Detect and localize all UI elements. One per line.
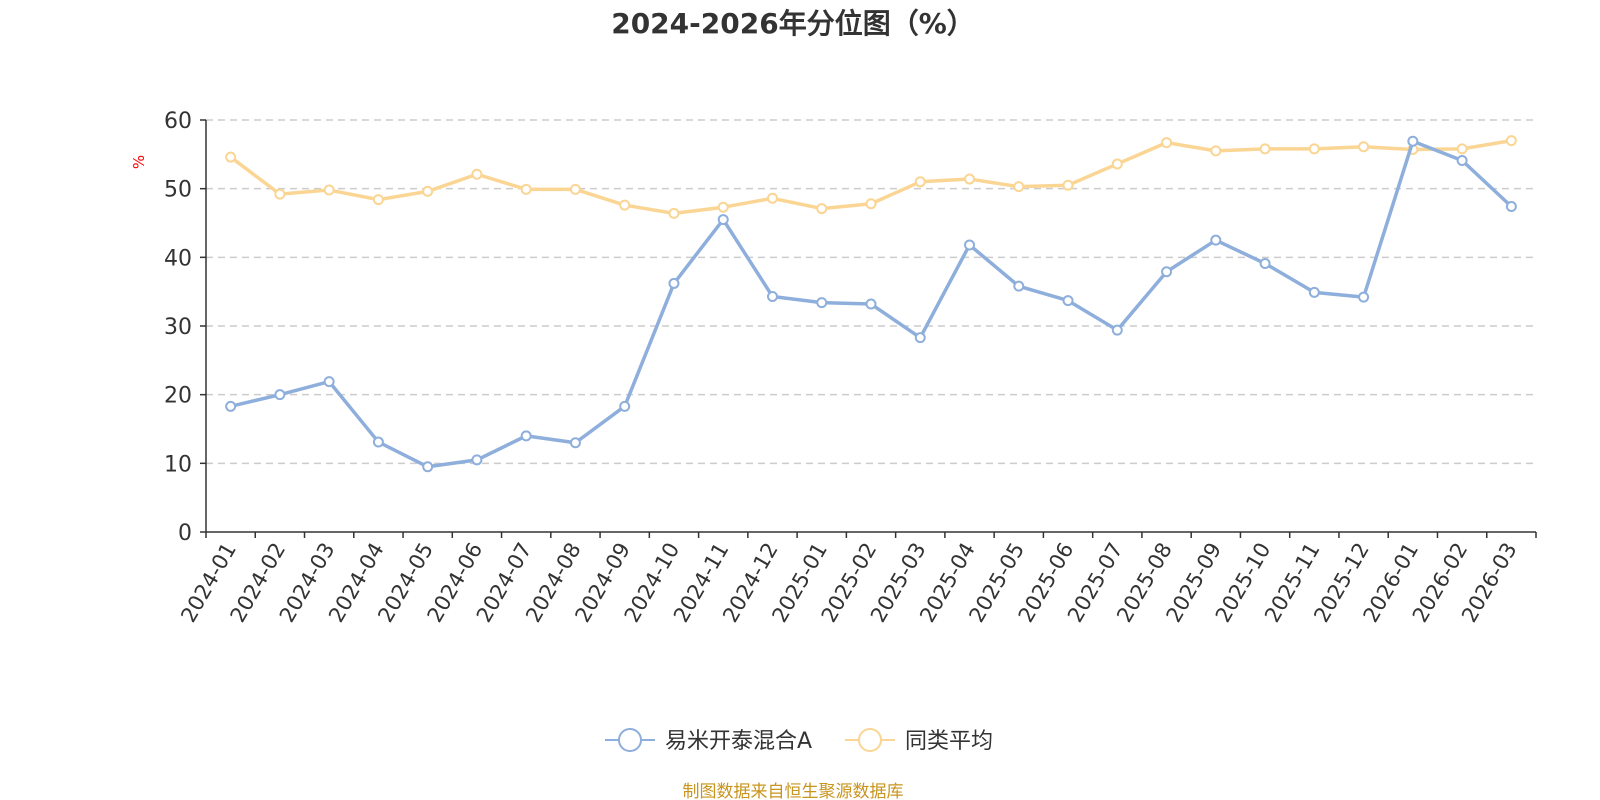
grid	[206, 119, 1536, 465]
data-point[interactable]	[1210, 145, 1222, 157]
data-point[interactable]	[1161, 266, 1173, 278]
data-point[interactable]	[619, 199, 631, 211]
y-tick-label: 50	[164, 178, 192, 203]
data-point[interactable]	[274, 389, 286, 401]
data-point[interactable]	[520, 183, 532, 195]
data-point[interactable]	[1308, 286, 1320, 298]
data-point[interactable]	[1505, 135, 1517, 147]
legend-marker-icon	[618, 728, 642, 752]
series	[225, 135, 1517, 473]
y-tick-label: 20	[164, 384, 192, 409]
data-point[interactable]	[865, 198, 877, 210]
data-point[interactable]	[1013, 280, 1025, 292]
data-point[interactable]	[1407, 135, 1419, 147]
source-note: 制图数据来自恒生聚源数据库	[683, 782, 904, 800]
data-point[interactable]	[668, 277, 680, 289]
data-point[interactable]	[1358, 141, 1370, 153]
data-point[interactable]	[372, 436, 384, 448]
data-point[interactable]	[1308, 143, 1320, 155]
data-point[interactable]	[914, 176, 926, 188]
y-tick-label: 30	[164, 315, 192, 340]
data-point[interactable]	[816, 203, 828, 215]
data-point[interactable]	[1111, 324, 1123, 336]
data-point[interactable]	[569, 183, 581, 195]
legend-label: 易米开泰混合A	[665, 729, 812, 754]
data-point[interactable]	[225, 151, 237, 163]
data-point[interactable]	[914, 332, 926, 344]
data-point[interactable]	[323, 184, 335, 196]
data-point[interactable]	[668, 207, 680, 219]
data-point[interactable]	[1358, 291, 1370, 303]
data-point[interactable]	[816, 297, 828, 309]
y-tick-label: 60	[164, 109, 192, 134]
data-point[interactable]	[1161, 137, 1173, 149]
data-point[interactable]	[520, 430, 532, 442]
series	[225, 135, 1517, 219]
data-point[interactable]	[865, 298, 877, 310]
legend-label: 同类平均	[905, 729, 993, 754]
data-point[interactable]	[717, 214, 729, 226]
data-point[interactable]	[274, 188, 286, 200]
data-point[interactable]	[1062, 179, 1074, 191]
data-point[interactable]	[1505, 201, 1517, 213]
data-point[interactable]	[964, 239, 976, 251]
y-axis-label: %	[130, 155, 148, 169]
chart-title: 2024-2026年分位图（%）	[611, 7, 975, 40]
y-tick-label: 40	[164, 246, 192, 271]
data-point[interactable]	[422, 185, 434, 197]
data-point[interactable]	[1111, 158, 1123, 170]
data-point[interactable]	[964, 173, 976, 185]
series-layer	[225, 135, 1517, 473]
data-point[interactable]	[1456, 155, 1468, 167]
data-point[interactable]	[1062, 295, 1074, 307]
data-point[interactable]	[225, 400, 237, 412]
data-point[interactable]	[1259, 143, 1271, 155]
legend[interactable]: 易米开泰混合A 同类平均	[605, 728, 993, 754]
data-point[interactable]	[1210, 234, 1222, 246]
y-tick-label: 0	[178, 521, 192, 546]
data-point[interactable]	[422, 461, 434, 473]
data-point[interactable]	[619, 400, 631, 412]
data-point[interactable]	[471, 454, 483, 466]
data-point[interactable]	[766, 290, 778, 302]
data-point[interactable]	[766, 192, 778, 204]
data-point[interactable]	[372, 194, 384, 206]
data-point[interactable]	[717, 201, 729, 213]
axes: 01020304050602024-012024-022024-032024-0…	[164, 109, 1537, 626]
y-tick-label: 10	[164, 452, 192, 477]
data-point[interactable]	[1456, 143, 1468, 155]
data-point[interactable]	[323, 376, 335, 388]
legend-item[interactable]: 同类平均	[845, 728, 993, 754]
legend-marker-icon	[858, 728, 882, 752]
legend-item[interactable]: 易米开泰混合A	[605, 728, 812, 754]
data-point[interactable]	[569, 437, 581, 449]
data-point[interactable]	[1013, 181, 1025, 193]
data-point[interactable]	[1259, 258, 1271, 270]
data-point[interactable]	[471, 168, 483, 180]
